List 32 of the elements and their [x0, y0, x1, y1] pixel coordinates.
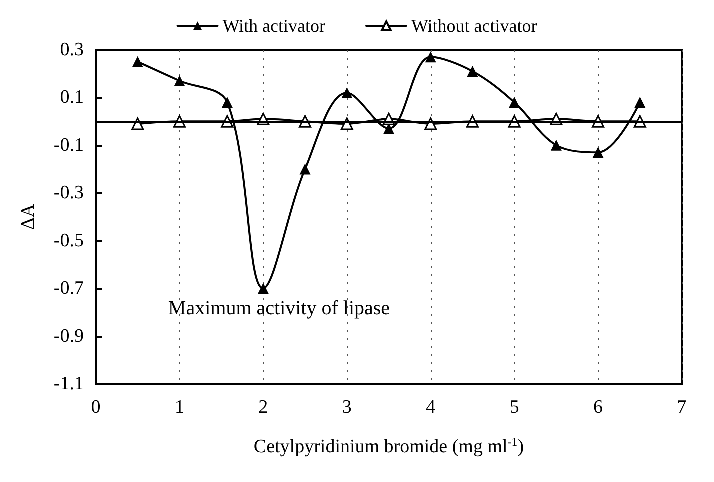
- y-tick-label: -0.3: [54, 182, 84, 204]
- point: [132, 56, 144, 68]
- x-tick-label: 0: [91, 397, 101, 418]
- point: [342, 87, 353, 98]
- point: [592, 147, 604, 158]
- point: [174, 76, 186, 87]
- point: [222, 96, 233, 108]
- point: [425, 52, 436, 63]
- x-tick-label: 6: [594, 397, 604, 418]
- y-tick-label: -0.5: [54, 230, 84, 252]
- y-axis-title: ΔA: [18, 204, 39, 230]
- point: [550, 140, 562, 151]
- annotation: Maximum activity of lipase: [168, 298, 390, 320]
- y-tick-label: -0.9: [54, 326, 84, 347]
- x-tick-label: 7: [677, 397, 687, 418]
- legend-label: Without activator: [412, 16, 538, 36]
- y-tick-label: 0.1: [60, 87, 84, 108]
- x-tick-label: 4: [426, 397, 436, 418]
- y-tick-label: -0.7: [54, 278, 84, 300]
- x-tick-label: 5: [510, 397, 520, 418]
- y-tick-label: -1.1: [54, 374, 84, 394]
- legend-label: With activator: [222, 16, 326, 36]
- point: [300, 164, 311, 175]
- y-tick-label: 0.3: [60, 40, 84, 60]
- x-tick-label: 2: [258, 397, 268, 418]
- x-tick-label: 1: [174, 397, 184, 418]
- point: [258, 283, 269, 294]
- y-tick-label: -0.1: [54, 134, 84, 156]
- x-tick-label: 3: [342, 397, 352, 418]
- point: [467, 66, 478, 77]
- point: [634, 96, 646, 108]
- point: [509, 96, 520, 108]
